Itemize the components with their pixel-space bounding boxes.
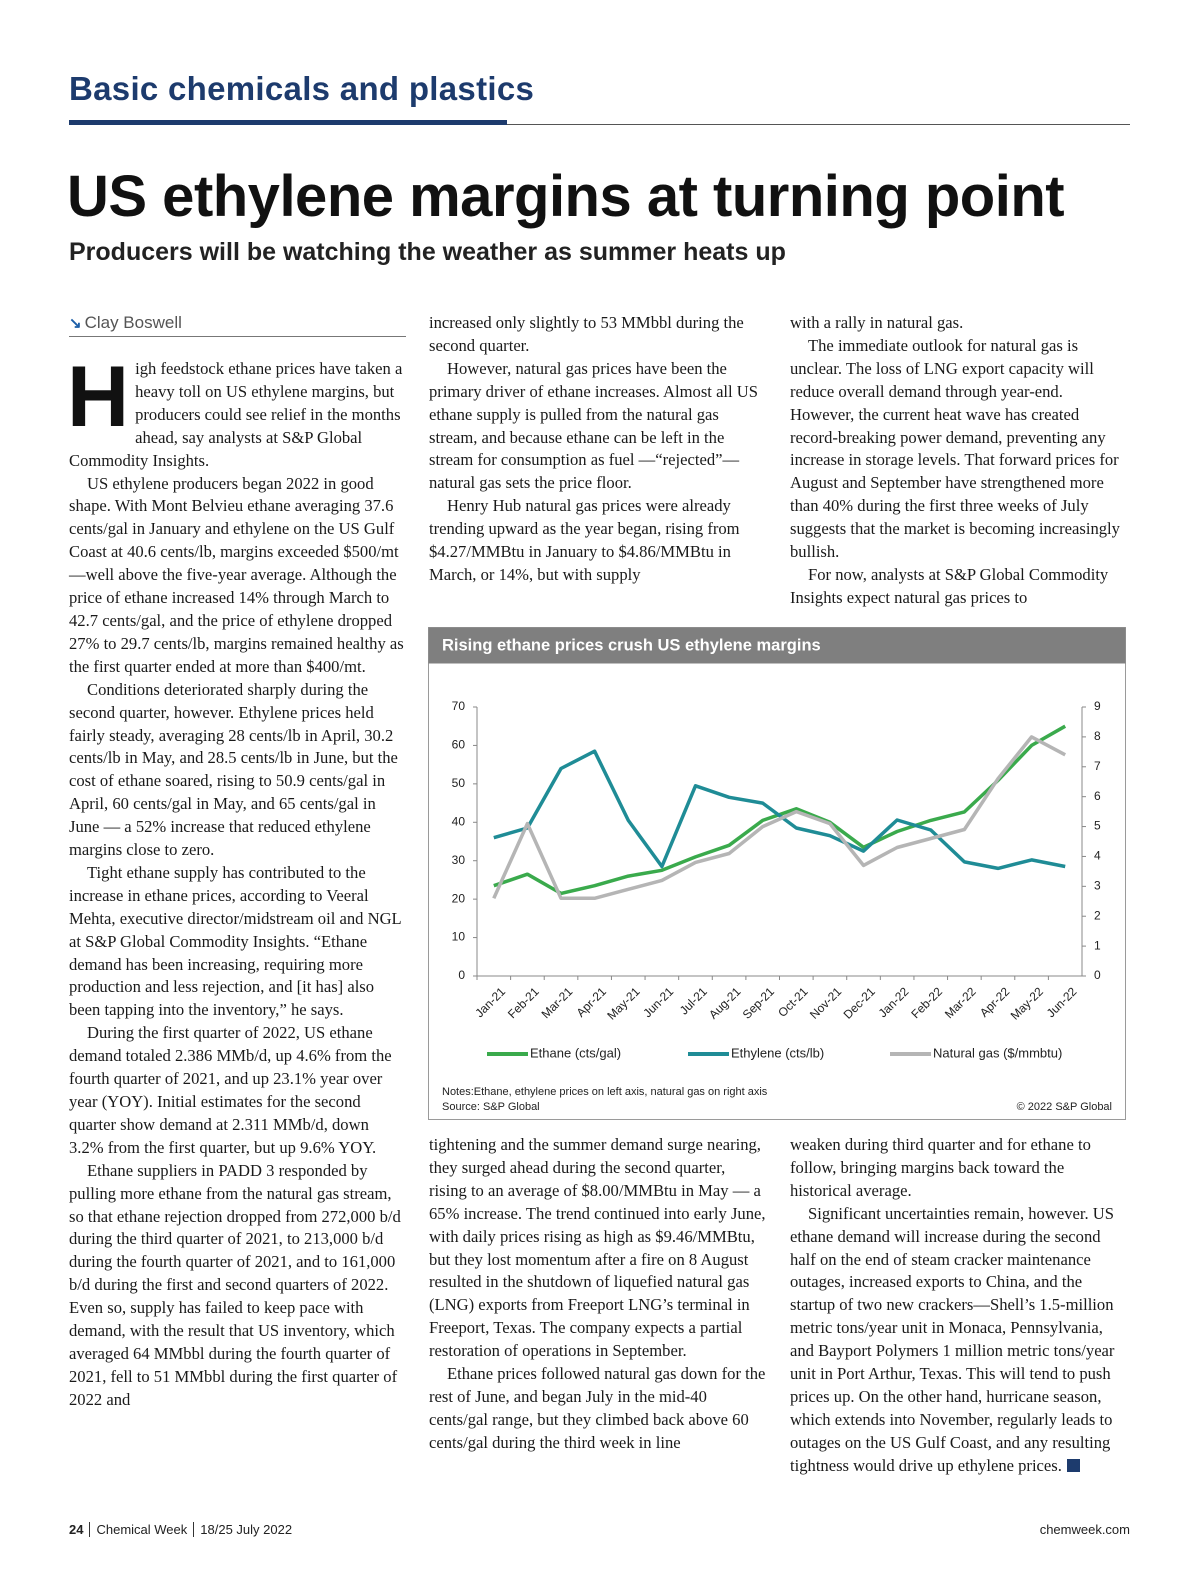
y2-tick-label: 2 xyxy=(1094,908,1101,922)
paragraph: increased only slightly to 53 MMbbl duri… xyxy=(429,313,744,355)
byline-icon: ↘ xyxy=(69,315,82,332)
headline: US ethylene margins at turning point xyxy=(67,164,1065,229)
chart-frame xyxy=(428,627,1126,1120)
chart-copyright: © 2022 S&P Global xyxy=(1017,1101,1112,1113)
y-tick-label: 20 xyxy=(452,891,466,905)
paragraph: Tight ethane supply has contributed to t… xyxy=(69,862,402,1020)
y2-tick-label: 9 xyxy=(1094,699,1101,713)
legend-label: Ethane (cts/gal) xyxy=(530,1045,621,1060)
y2-tick-label: 6 xyxy=(1094,789,1101,803)
y-tick-label: 60 xyxy=(452,738,466,752)
drop-cap: H xyxy=(67,349,130,445)
y-tick-label: 50 xyxy=(452,776,466,790)
section-rule xyxy=(69,120,507,125)
paragraph: Henry Hub natural gas prices were alread… xyxy=(429,496,740,584)
paragraph: Significant uncertainties remain, howeve… xyxy=(790,1203,1128,1478)
y-tick-label: 70 xyxy=(452,699,466,713)
publication: Chemical Week xyxy=(89,1522,188,1537)
y2-tick-label: 4 xyxy=(1094,849,1101,863)
page-number: 24 xyxy=(69,1522,84,1537)
website: chemweek.com xyxy=(1039,1522,1130,1537)
paragraph: Ethane suppliers in PADD 3 responded by … xyxy=(69,1160,401,1409)
y2-tick-label: 3 xyxy=(1094,879,1101,893)
chart-title: Rising ethane prices crush US ethylene m… xyxy=(442,636,821,654)
paragraph: tightening and the summer demand surge n… xyxy=(429,1135,766,1361)
section-rule xyxy=(507,124,1130,125)
paragraph: with a rally in natural gas. xyxy=(790,313,964,332)
chart: Rising ethane prices crush US ethylene m… xyxy=(428,627,1126,1120)
paragraph: Conditions deteriorated sharply during t… xyxy=(69,679,398,860)
paragraph: For now, analysts at S&P Global Commodit… xyxy=(790,564,1109,607)
y2-tick-label: 5 xyxy=(1094,819,1101,833)
y2-tick-label: 0 xyxy=(1094,968,1101,982)
footer: 24 Chemical Week 18/25 July 2022 chemweek.… xyxy=(69,1522,1130,1537)
series-line xyxy=(492,735,1067,901)
column: weaken during third quarter and for etha… xyxy=(790,1134,1128,1478)
section-heading: Basic chemicals and plastics xyxy=(69,70,535,107)
chart-source: Source: S&P Global xyxy=(442,1101,540,1113)
paragraph: US ethylene producers began 2022 in good… xyxy=(69,473,404,676)
chart-notes: Notes:Ethane, ethylene prices on left ax… xyxy=(442,1086,768,1098)
series-line xyxy=(493,749,1066,871)
y2-tick-label: 7 xyxy=(1094,759,1101,773)
paragraph: The immediate outlook for natural gas is… xyxy=(790,335,1120,562)
chart-title-bar xyxy=(428,627,1126,664)
byline: ↘ Clay Boswell xyxy=(69,313,406,337)
column: increased only slightly to 53 MMbbl duri… xyxy=(429,312,767,587)
paragraph: However, natural gas prices have been th… xyxy=(429,358,759,493)
legend-label: Natural gas ($/mmbtu) xyxy=(933,1045,1062,1060)
author: Clay Boswell xyxy=(84,313,182,332)
column: with a rally in natural gas. The immediat… xyxy=(790,312,1128,610)
subheadline: Producers will be watching the weather a… xyxy=(69,238,786,266)
y2-tick-label: 8 xyxy=(1094,729,1101,743)
paragraph: weaken during third quarter and for etha… xyxy=(790,1135,1091,1200)
paragraph: Ethane prices followed natural gas down … xyxy=(429,1364,766,1452)
legend-label: Ethylene (cts/lb) xyxy=(731,1045,824,1060)
y-tick-label: 30 xyxy=(452,853,466,867)
paragraph: igh feedstock ethane prices have taken a… xyxy=(69,359,403,470)
issue-date: 18/25 July 2022 xyxy=(193,1522,293,1537)
y-tick-label: 40 xyxy=(452,814,466,828)
column: tightening and the summer demand surge n… xyxy=(429,1134,767,1455)
y-tick-label: 0 xyxy=(458,968,465,982)
y2-tick-label: 1 xyxy=(1094,938,1101,952)
paragraph: During the first quarter of 2022, US eth… xyxy=(69,1023,392,1157)
y-tick-label: 10 xyxy=(452,930,466,944)
